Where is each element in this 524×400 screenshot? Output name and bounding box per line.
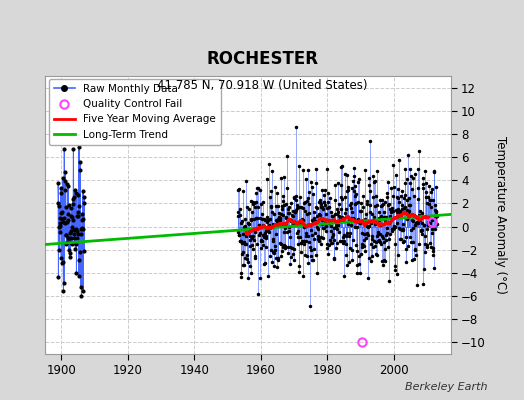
Legend: Raw Monthly Data, Quality Control Fail, Five Year Moving Average, Long-Term Tren: Raw Monthly Data, Quality Control Fail, … [49, 79, 221, 145]
Text: Berkeley Earth: Berkeley Earth [405, 382, 487, 392]
Text: 41.785 N, 70.918 W (United States): 41.785 N, 70.918 W (United States) [157, 79, 367, 92]
Y-axis label: Temperature Anomaly (°C): Temperature Anomaly (°C) [494, 136, 507, 294]
Text: ROCHESTER: ROCHESTER [206, 50, 318, 68]
